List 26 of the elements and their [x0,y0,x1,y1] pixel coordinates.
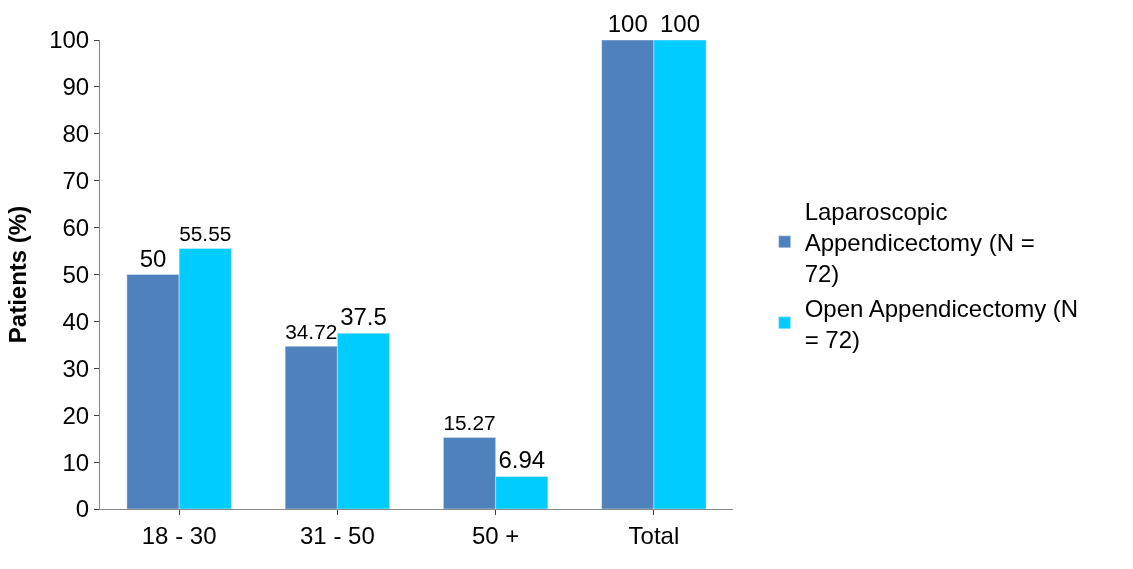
y-tick-label: 90 [62,73,90,101]
y-tick-label: 40 [62,307,90,335]
y-tick-label: 60 [62,214,90,241]
x-tick-label: 31 - 50 [300,521,375,549]
y-axis-title: Patients (%) [4,205,32,344]
data-label: 100 [607,10,648,37]
y-tick-label: 80 [62,120,90,148]
y-tick-label: 70 [62,167,90,195]
legend-label: Laparoscopic Appendicectomy (N = 72) [804,197,1035,288]
y-tick-label: 10 [62,448,90,476]
y-tick-label: 100 [49,26,90,54]
data-label: 37.5 [340,303,387,331]
data-label: 6.94 [498,446,546,474]
y-tick-label: 30 [62,354,90,382]
data-label: 34.72 [285,319,338,343]
x-tick-label: 50 + [471,521,520,549]
data-label: 50 [139,244,167,272]
y-tick-label: 20 [62,401,90,429]
x-tick-label: 18 - 30 [141,521,217,549]
y-tick-label: 50 [62,260,90,288]
legend-label: Open Appendicectomy (N = 72) [804,294,1079,353]
data-label: 55.55 [179,222,232,246]
data-label: 15.27 [443,411,496,435]
x-tick-label: Total [628,521,680,549]
data-label: 100 [659,10,701,37]
y-tick-label: 0 [75,495,90,523]
